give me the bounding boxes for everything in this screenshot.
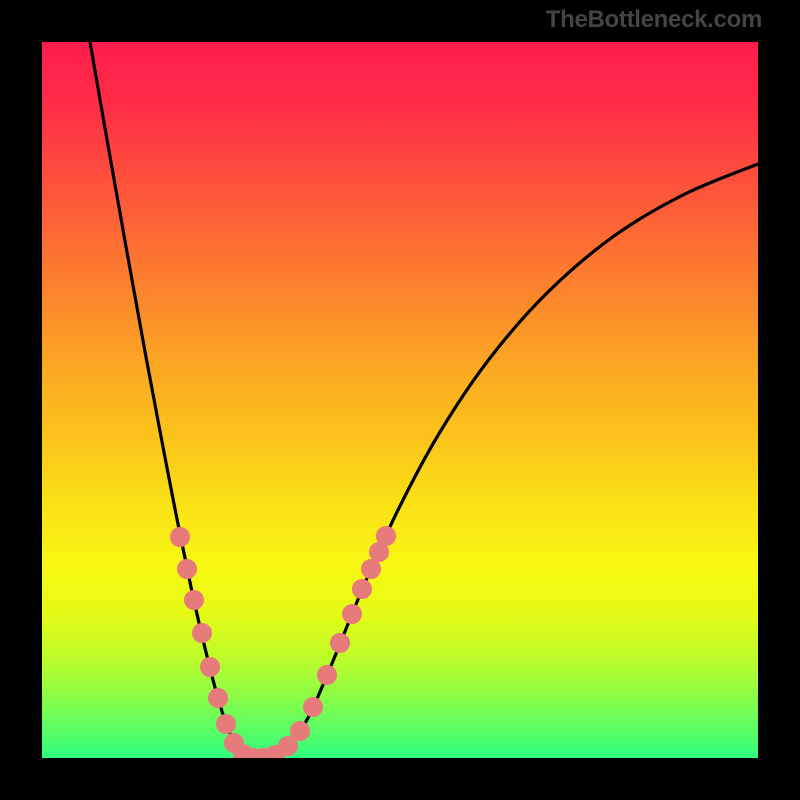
data-dot (209, 689, 228, 708)
data-dot (185, 591, 204, 610)
data-dot (178, 560, 197, 579)
data-dot (362, 560, 381, 579)
data-dot (304, 698, 323, 717)
data-dot (377, 527, 396, 546)
watermark-text: TheBottleneck.com (546, 6, 762, 34)
data-dot (291, 722, 310, 741)
data-dot (193, 624, 212, 643)
chart-svg (0, 0, 800, 800)
data-dot (331, 634, 350, 653)
data-dot (217, 715, 236, 734)
data-dot (343, 605, 362, 624)
data-dot (171, 528, 190, 547)
data-dot (318, 666, 337, 685)
data-dot (201, 658, 220, 677)
curve-path (90, 42, 758, 758)
data-dot (353, 580, 372, 599)
bottleneck-curve (90, 42, 758, 758)
